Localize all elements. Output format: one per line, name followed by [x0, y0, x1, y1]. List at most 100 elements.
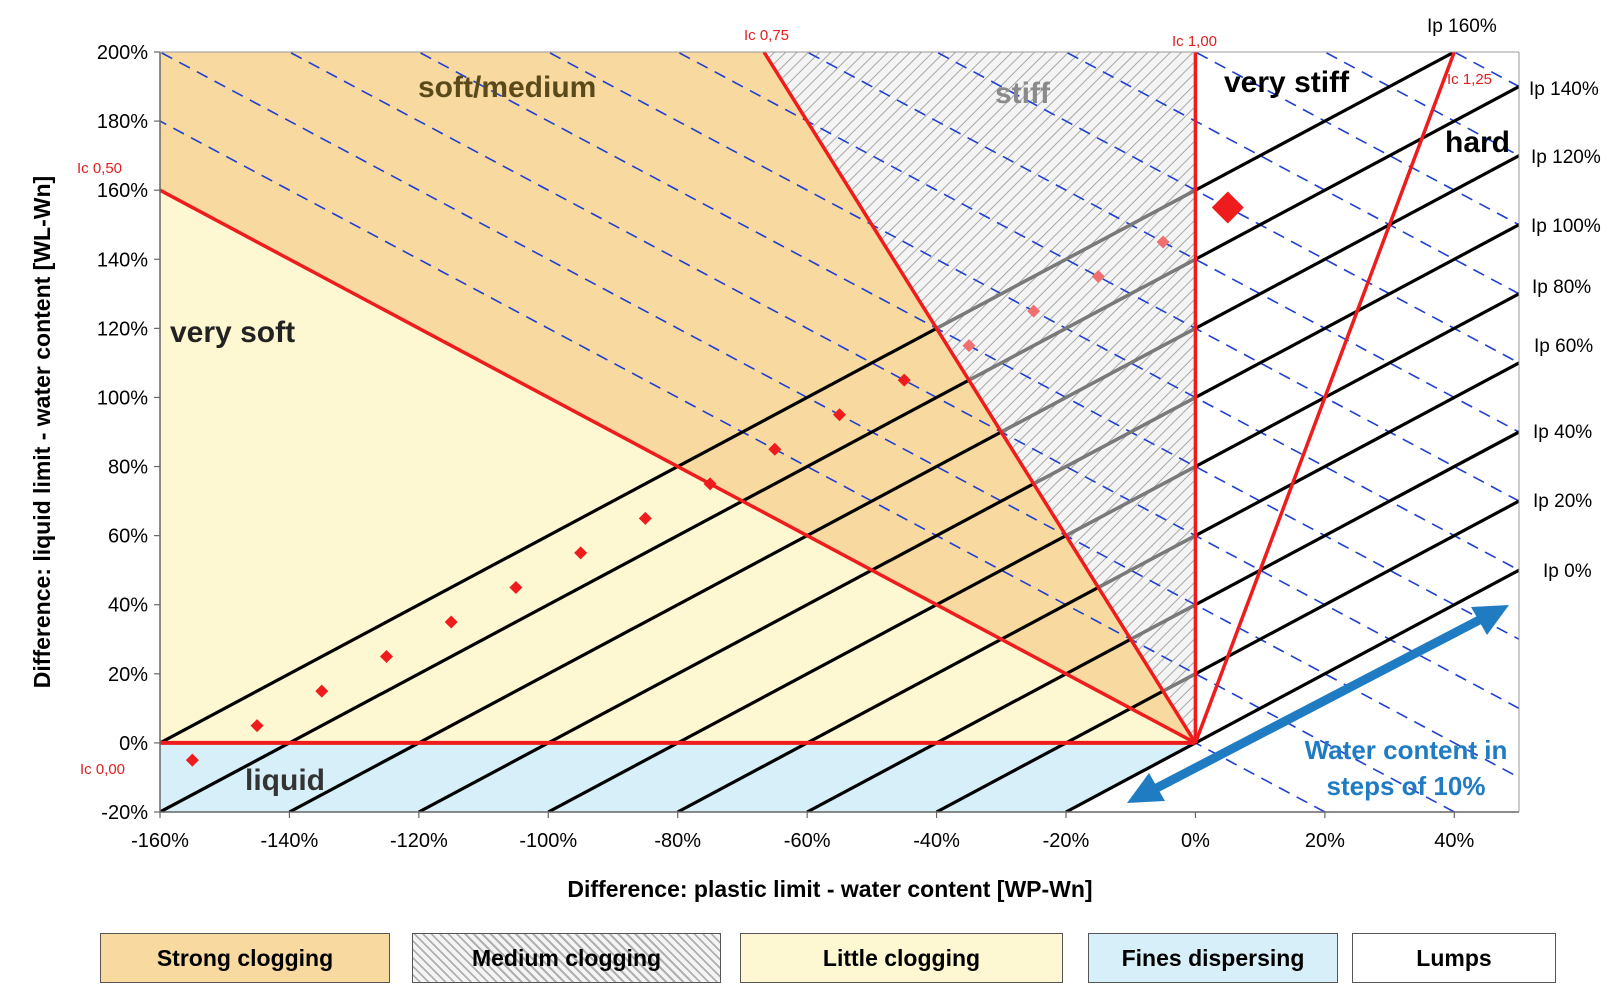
- water-content-arrow: [1127, 605, 1509, 803]
- y-tick-label: 20%: [108, 664, 148, 686]
- data-point-highlight: [1211, 191, 1244, 224]
- stiff-label: stiff: [995, 77, 1051, 110]
- plasticity-segment-grey: [935, 188, 1197, 330]
- consistency-regions: [160, 52, 1519, 812]
- arrow-shaft: [1146, 612, 1490, 796]
- plasticity-segment-grey: [1065, 465, 1197, 538]
- y-tick-label: 0%: [119, 733, 148, 755]
- very-stiff-label: very stiff: [1224, 66, 1350, 99]
- data-point: [1027, 304, 1041, 318]
- data-point: [250, 719, 264, 733]
- data-point: [315, 684, 329, 698]
- x-axis-title: Difference: plastic limit - water conten…: [567, 876, 1092, 902]
- y-tick-label: 160%: [97, 180, 148, 202]
- data-point: [509, 580, 523, 594]
- x-tick-label: -80%: [654, 830, 701, 852]
- ip-80-label: Ip 80%: [1532, 277, 1591, 298]
- plasticity-lines-in-hatch: [935, 188, 1197, 693]
- x-tick-label: -100%: [519, 830, 577, 852]
- ic-000-label: Ic 0,00: [80, 761, 125, 778]
- plasticity-segment-grey: [1129, 603, 1197, 641]
- soft-medium-label: soft/medium: [418, 71, 596, 104]
- ip-20-label: Ip 20%: [1533, 491, 1592, 512]
- data-point: [380, 650, 393, 664]
- x-tick-label: 0%: [1181, 830, 1210, 852]
- x-tick-label: -20%: [1043, 830, 1090, 852]
- consistency-index-lines: [159, 51, 1456, 745]
- water-content-line: [936, 52, 1519, 364]
- liquid-label: liquid: [245, 764, 325, 797]
- plasticity-segment-grey: [1097, 534, 1197, 589]
- ic-125-line: [1193, 51, 1456, 744]
- data-points: [185, 191, 1244, 767]
- legend-strong-clogging: Strong clogging: [100, 933, 390, 983]
- data-point: [833, 408, 846, 422]
- ip-120-label: Ip 120%: [1531, 147, 1601, 168]
- plasticity-line: [676, 361, 1519, 812]
- data-point: [768, 442, 782, 456]
- x-tick-label: -140%: [261, 830, 319, 852]
- ic-050-label: Ic 0,50: [77, 160, 122, 177]
- ic-075-line: [762, 51, 1197, 744]
- data-point: [703, 477, 717, 491]
- data-point: [962, 339, 976, 353]
- ip-140-label: Ip 140%: [1529, 79, 1599, 100]
- plasticity-segment-grey: [968, 257, 1197, 382]
- water-content-line: [1195, 52, 1519, 226]
- axes: [159, 51, 1520, 813]
- ic-125-label: Ic 1,25: [1447, 71, 1492, 88]
- x-tick-label: -60%: [784, 830, 831, 852]
- x-tick-label: 20%: [1305, 830, 1345, 852]
- plasticity-segment-grey: [1032, 395, 1197, 486]
- plasticity-segment-grey: [1000, 326, 1197, 434]
- data-point: [1156, 235, 1170, 249]
- y-tick-label: 40%: [108, 595, 148, 617]
- water-content-label-2: steps of 10%: [1327, 771, 1486, 801]
- water-content-line: [1065, 52, 1519, 295]
- legend-fines-dispersing: Fines dispersing: [1088, 933, 1338, 983]
- y-tick-label: 200%: [97, 42, 148, 64]
- x-tick-label: -160%: [131, 830, 189, 852]
- y-tick-label: 80%: [108, 457, 148, 479]
- arrow-head-left: [1127, 773, 1165, 803]
- tick-labels: -160% -140% -120% -100% -80% -60% -40% -20% 0% 20…: [97, 42, 1475, 852]
- legend-little-clogging: Little clogging: [740, 933, 1063, 983]
- legend-lumps: Lumps: [1352, 933, 1556, 983]
- plasticity-line: [160, 84, 1519, 812]
- x-tick-label: -120%: [390, 830, 448, 852]
- y-tick-label: 180%: [97, 111, 148, 133]
- x-tick-label: -40%: [913, 830, 960, 852]
- data-point: [1091, 270, 1105, 284]
- water-content-label-1: Water content in: [1305, 735, 1508, 765]
- y-tick-label: 140%: [97, 249, 148, 271]
- x-tick-label: 40%: [1434, 830, 1474, 852]
- y-tick-label: 120%: [97, 318, 148, 340]
- hard-label: hard: [1445, 126, 1510, 159]
- ic-050-line: [159, 188, 1197, 745]
- data-point: [574, 546, 588, 560]
- plasticity-line: [1065, 568, 1519, 812]
- y-axis-title: Difference: liquid limit - water content…: [29, 176, 55, 688]
- legend-medium-clogging: Medium clogging: [412, 933, 721, 983]
- y-tick-label: 100%: [97, 387, 148, 409]
- y-tick-label: -20%: [101, 802, 148, 824]
- data-point: [897, 373, 911, 387]
- y-tick-label: 60%: [108, 526, 148, 548]
- grid-lines: [160, 52, 1519, 812]
- ip-0-label: Ip 0%: [1543, 561, 1592, 582]
- arrow-head-right: [1471, 605, 1509, 635]
- data-point: [444, 615, 458, 629]
- plasticity-line: [806, 430, 1519, 812]
- ip-100-label: Ip 100%: [1531, 216, 1601, 237]
- ip-60-label: Ip 60%: [1534, 336, 1593, 357]
- data-point: [638, 511, 652, 525]
- very-soft-label: very soft: [170, 316, 295, 349]
- ic-100-label: Ic 1,00: [1172, 33, 1217, 50]
- plasticity-line: [547, 292, 1519, 812]
- plasticity-line: [160, 52, 1456, 745]
- ip-160-label: Ip 160%: [1427, 16, 1497, 37]
- water-content-line: [806, 52, 1519, 433]
- plasticity-segment-grey: [1162, 672, 1197, 693]
- fines-dispersing-region: [160, 742, 1196, 812]
